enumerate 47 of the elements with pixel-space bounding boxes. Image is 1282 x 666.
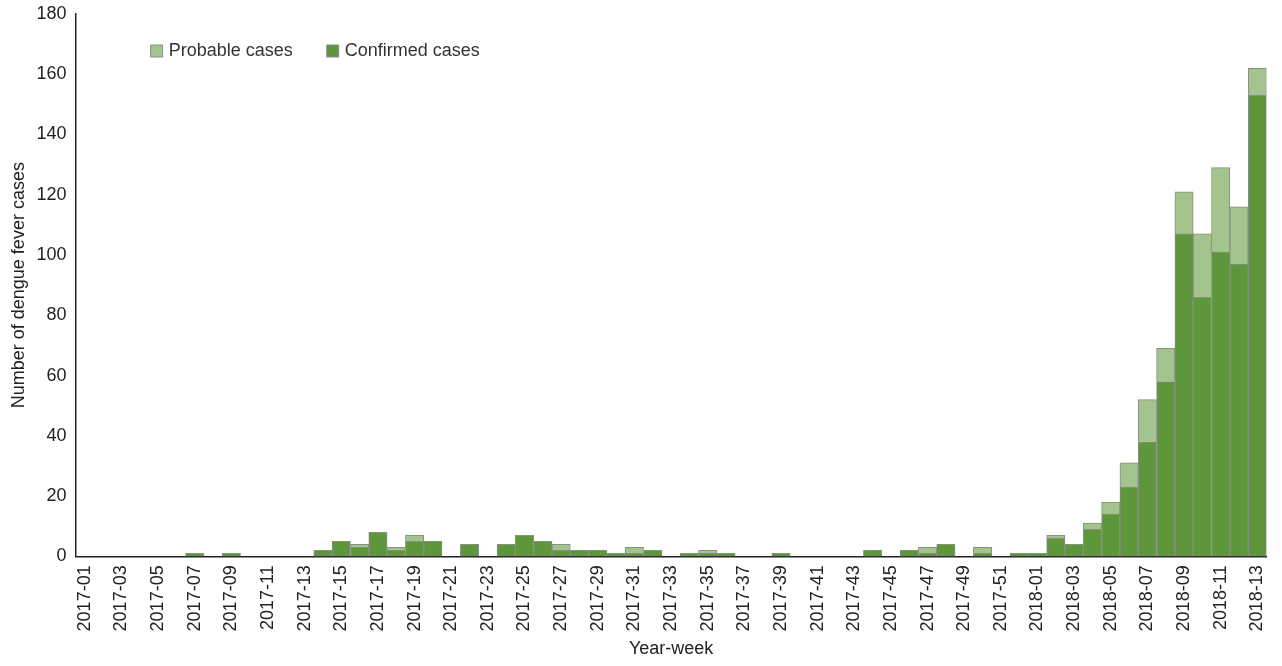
x-tick-label: 2018-07 [1136, 565, 1157, 632]
y-tick-label: 0 [56, 545, 67, 566]
x-tick-label: 2017-39 [769, 565, 790, 632]
x-tick-label: 2017-37 [733, 565, 754, 632]
y-tick-label: 120 [36, 183, 67, 204]
x-tick-label: 2017-05 [147, 565, 168, 632]
x-tick-label: 2017-49 [953, 565, 974, 632]
x-tick-label: 2017-27 [550, 565, 571, 632]
x-tick-label: 2017-31 [623, 565, 644, 632]
x-tick-label: 2018-05 [1099, 565, 1120, 632]
x-tick-label: 2017-13 [293, 565, 314, 632]
x-tick-label: 2017-45 [879, 565, 900, 632]
x-tick-label: 2017-23 [476, 565, 497, 632]
x-tick-label: 2017-51 [989, 565, 1010, 632]
y-tick-label: 60 [46, 364, 67, 385]
x-tick-label: 2017-21 [440, 565, 461, 632]
x-tick-label: 2017-03 [110, 565, 131, 632]
x-tick-label: 2017-47 [916, 565, 937, 632]
x-tick-label: 2018-11 [1209, 565, 1230, 631]
x-tick-label: 2017-09 [220, 565, 241, 632]
y-tick-label: 140 [36, 123, 67, 144]
x-axis-title: Year-week [628, 638, 715, 659]
x-tick-label: 2017-35 [696, 565, 717, 632]
x-tick-label: 2018-09 [1173, 565, 1194, 632]
y-tick-label: 80 [46, 304, 67, 325]
x-tick-label: 2017-41 [806, 565, 827, 632]
y-tick-label: 180 [36, 2, 67, 23]
y-tick-label: 20 [46, 485, 67, 506]
x-tick-label: 2017-17 [366, 565, 387, 632]
x-tick-label: 2018-01 [1026, 565, 1047, 632]
x-tick-label: 2018-13 [1246, 565, 1267, 632]
x-tick-label: 2017-15 [330, 565, 351, 632]
x-tick-label: 2017-25 [513, 565, 534, 632]
x-tick-label: 2018-03 [1063, 565, 1084, 632]
x-tick-label: 2017-43 [843, 565, 864, 632]
x-tick-label: 2017-07 [183, 565, 204, 632]
x-tick-label: 2017-29 [586, 565, 607, 632]
y-tick-label: 40 [46, 424, 67, 445]
x-tick-label: 2017-11 [256, 565, 277, 631]
y-tick-label: 160 [36, 63, 67, 84]
legend-label: Confirmed cases [344, 39, 480, 60]
x-tick-label: 2017-33 [660, 565, 681, 632]
y-tick-label: 100 [36, 244, 67, 265]
legend-label: Probable cases [168, 39, 293, 60]
x-tick-label: 2017-19 [403, 565, 424, 632]
x-tick-label: 2017-01 [73, 565, 94, 632]
y-axis-title: Number of dengue fever cases [7, 162, 28, 409]
